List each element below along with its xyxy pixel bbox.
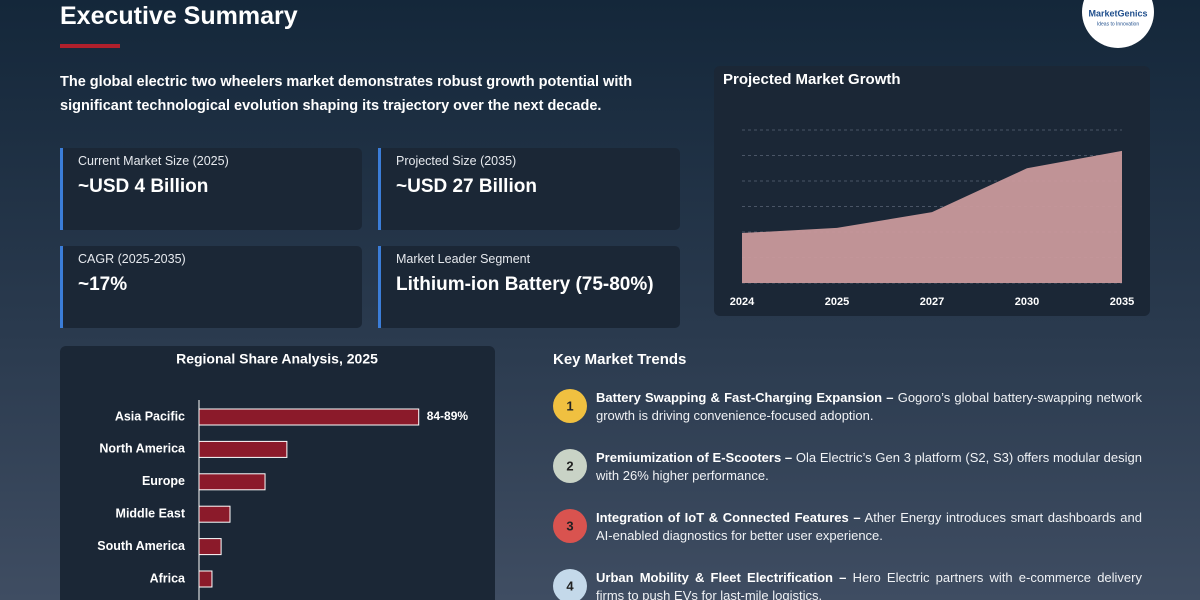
bar bbox=[198, 505, 231, 523]
card-value: Lithium-ion Battery (75-80%) bbox=[396, 274, 654, 295]
card bbox=[60, 148, 362, 230]
trend-title: Battery Swapping & Fast-Charging Expansi… bbox=[596, 390, 894, 405]
x-tick-label: 2027 bbox=[920, 296, 944, 308]
bar bbox=[198, 440, 288, 458]
card-accent bbox=[60, 246, 63, 328]
card-label: Current Market Size (2025) bbox=[78, 154, 229, 168]
area bbox=[742, 150, 1122, 283]
value-label: 84-89% bbox=[427, 409, 469, 423]
trend-text: Ather Energy introduces smart dashboards… bbox=[596, 510, 1142, 543]
trend-badge bbox=[553, 569, 587, 600]
trends-title: Key Market Trends bbox=[553, 351, 686, 368]
y-tick-label: North America bbox=[99, 442, 186, 456]
y-tick-label: Asia Pacific bbox=[115, 409, 185, 423]
x-tick-label: 2025 bbox=[825, 296, 849, 308]
trend: Battery Swapping & Fast-Charging Expansi… bbox=[596, 389, 1142, 425]
bar bbox=[198, 408, 420, 426]
trend-text: Hero Electric partners with e-commerce d… bbox=[596, 570, 1142, 600]
trend: Urban Mobility & Fleet Electrification –… bbox=[596, 569, 1142, 600]
intro: The global electric two wheelers market … bbox=[60, 74, 633, 114]
trend-title: Urban Mobility & Fleet Electrification – bbox=[596, 570, 847, 585]
card bbox=[60, 246, 362, 328]
trend-badge bbox=[553, 389, 587, 423]
trend: Premiumization of E-Scooters – Ola Elect… bbox=[596, 449, 1142, 485]
card-label: Market Leader Segment bbox=[396, 252, 531, 266]
bar-panel bbox=[60, 346, 495, 600]
card-accent bbox=[378, 246, 381, 328]
card-value: ~USD 4 Billion bbox=[78, 176, 209, 197]
bar bbox=[198, 473, 266, 491]
bar-title: Regional Share Analysis, 2025 bbox=[176, 351, 378, 367]
x-tick-label: 2035 bbox=[1110, 296, 1134, 308]
logo-badge bbox=[1082, 0, 1154, 48]
y-tick-label: Europe bbox=[142, 474, 185, 488]
card-value: ~17% bbox=[78, 274, 128, 295]
trend-title: Premiumization of E-Scooters – bbox=[596, 450, 793, 465]
title-underline bbox=[60, 44, 120, 48]
card bbox=[378, 246, 680, 328]
trend-text: Gogoro’s global battery-swapping network… bbox=[596, 390, 1142, 423]
area-title: Projected Market Growth bbox=[723, 71, 901, 88]
trend: Integration of IoT & Connected Features … bbox=[596, 509, 1142, 545]
trend-number: 1 bbox=[566, 398, 573, 413]
trend-number: 4 bbox=[566, 578, 574, 593]
trend-badge bbox=[553, 449, 587, 483]
logo-tagline: Ideas to Innovation bbox=[1097, 21, 1139, 27]
card-accent bbox=[60, 148, 63, 230]
card bbox=[378, 148, 680, 230]
logo: MarketGenics bbox=[1088, 8, 1147, 18]
card-accent bbox=[378, 148, 381, 230]
bar bbox=[198, 538, 222, 556]
y-tick-label: South America bbox=[97, 539, 186, 553]
x-tick-label: 2024 bbox=[730, 296, 755, 308]
x-tick-label: 2030 bbox=[1015, 296, 1039, 308]
y-tick-label: Middle East bbox=[116, 506, 186, 520]
page-title: Executive Summary bbox=[60, 2, 298, 30]
card-label: Projected Size (2035) bbox=[396, 154, 517, 168]
bar bbox=[198, 570, 213, 588]
trend-title: Integration of IoT & Connected Features … bbox=[596, 510, 861, 525]
y-tick-label: Africa bbox=[150, 571, 186, 585]
metric-cards bbox=[60, 148, 680, 328]
card-value: ~USD 27 Billion bbox=[396, 176, 537, 197]
trend-number: 2 bbox=[566, 458, 573, 473]
trend-text: Ola Electric’s Gen 3 platform (S2, S3) o… bbox=[596, 450, 1142, 483]
card-label: CAGR (2025-2035) bbox=[78, 252, 186, 266]
trend-badge bbox=[553, 509, 587, 543]
trend-number: 3 bbox=[566, 518, 573, 533]
